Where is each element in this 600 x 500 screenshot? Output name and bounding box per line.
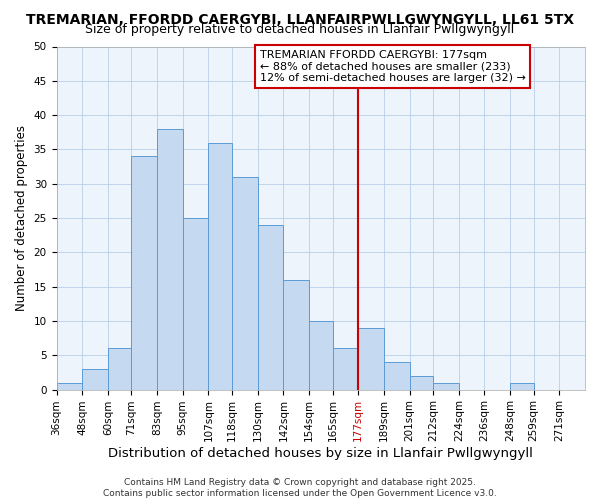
Bar <box>283 280 309 390</box>
Bar <box>232 177 257 390</box>
Bar <box>131 156 157 390</box>
X-axis label: Distribution of detached houses by size in Llanfair Pwllgwyngyll: Distribution of detached houses by size … <box>109 447 533 460</box>
Bar <box>510 382 533 390</box>
Bar <box>208 142 232 390</box>
Y-axis label: Number of detached properties: Number of detached properties <box>15 125 28 311</box>
Bar <box>384 362 410 390</box>
Text: Contains HM Land Registry data © Crown copyright and database right 2025.
Contai: Contains HM Land Registry data © Crown c… <box>103 478 497 498</box>
Bar <box>183 218 208 390</box>
Bar <box>157 129 183 390</box>
Bar <box>358 328 384 390</box>
Bar <box>332 348 358 390</box>
Bar <box>309 321 332 390</box>
Bar <box>433 382 459 390</box>
Text: TREMARIAN, FFORDD CAERGYBI, LLANFAIRPWLLGWYNGYLL, LL61 5TX: TREMARIAN, FFORDD CAERGYBI, LLANFAIRPWLL… <box>26 12 574 26</box>
Bar <box>82 369 108 390</box>
Text: TREMARIAN FFORDD CAERGYBI: 177sqm
← 88% of detached houses are smaller (233)
12%: TREMARIAN FFORDD CAERGYBI: 177sqm ← 88% … <box>260 50 526 83</box>
Bar <box>56 382 82 390</box>
Bar <box>257 225 283 390</box>
Bar <box>410 376 433 390</box>
Text: Size of property relative to detached houses in Llanfair Pwllgwyngyll: Size of property relative to detached ho… <box>85 22 515 36</box>
Bar <box>108 348 131 390</box>
